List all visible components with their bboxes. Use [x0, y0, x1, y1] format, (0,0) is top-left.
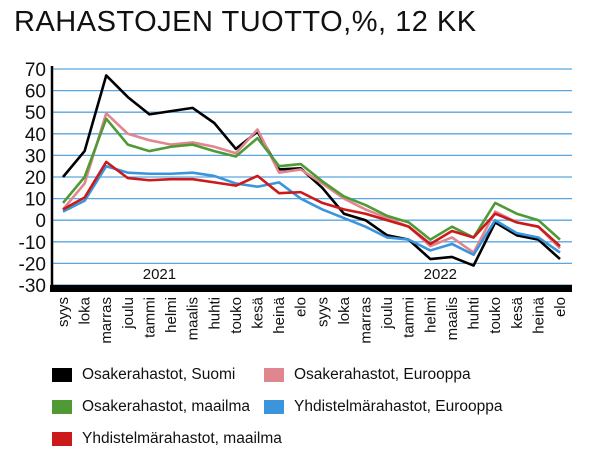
- x-tick-label: heinä: [271, 296, 288, 333]
- legend-swatch: [52, 432, 72, 446]
- y-tick-label: 50: [25, 103, 46, 124]
- y-tick-label: -30: [19, 276, 46, 297]
- x-tick-label: helmi: [163, 297, 180, 333]
- legend-label: Yhdistelmärahastot, maailma: [82, 430, 282, 447]
- y-tick-label: 40: [25, 125, 46, 146]
- x-tick-label: maalis: [185, 297, 202, 340]
- x-tick-label: marras: [358, 297, 375, 344]
- legend-item: Yhdistelmärahastot, maailma: [52, 430, 282, 448]
- x-tick-label: joulu: [120, 297, 137, 330]
- x-tick-label: loka: [77, 296, 94, 324]
- series-line-1: [62, 111, 561, 254]
- x-tick-label: syys: [55, 297, 72, 327]
- x-tick-label: touko: [228, 297, 245, 334]
- y-tick-label: 10: [25, 190, 46, 211]
- y-tick-label: 20: [25, 168, 46, 189]
- x-tick-label: elo: [552, 297, 569, 317]
- x-tick-label: loka: [336, 296, 353, 324]
- x-tick-label: helmi: [422, 297, 439, 333]
- x-tick-label: maalis: [444, 297, 461, 340]
- y-tick-label: 70: [25, 60, 46, 81]
- legend-swatch: [264, 368, 284, 382]
- y-tick-label: 60: [25, 82, 46, 103]
- x-tick-label: marras: [98, 297, 115, 344]
- y-tick-label: -20: [19, 254, 46, 275]
- x-tick-label: tammi: [401, 297, 418, 338]
- x-tick-label: joulu: [379, 297, 396, 330]
- legend-item: Osakerahastot, maailma: [52, 398, 250, 416]
- x-tick-label: elo: [293, 297, 310, 317]
- x-axis-bar: [50, 285, 572, 292]
- y-tick-label: 30: [25, 146, 46, 167]
- legend-swatch: [52, 400, 72, 414]
- legend-swatch: [52, 368, 72, 382]
- legend-item: Osakerahastot, Eurooppa: [264, 366, 471, 384]
- legend-label: Osakerahastot, Eurooppa: [294, 366, 471, 383]
- series-line-0: [62, 74, 561, 267]
- legend-item: Osakerahastot, Suomi: [52, 366, 235, 384]
- x-tick-label: huhti: [466, 297, 483, 330]
- year-label: 2021: [143, 266, 176, 283]
- series-line-4: [62, 160, 561, 248]
- chart-title: RAHASTOJEN TUOTTO,%, 12 KK: [14, 6, 477, 38]
- x-tick-label: touko: [487, 297, 504, 334]
- year-label: 2022: [424, 266, 457, 283]
- y-tick-label: 0: [35, 211, 46, 232]
- x-tick-label: kesä: [509, 296, 526, 328]
- x-tick-label: syys: [314, 297, 331, 327]
- x-tick-label: tammi: [141, 297, 158, 338]
- series-line-3: [62, 164, 561, 257]
- legend-swatch: [264, 400, 284, 414]
- legend-label: Osakerahastot, maailma: [82, 398, 250, 415]
- x-tick-label: heinä: [530, 296, 547, 333]
- legend-label: Yhdistelmärahastot, Eurooppa: [294, 398, 503, 415]
- x-tick-label: huhti: [206, 297, 223, 330]
- legend-item: Yhdistelmärahastot, Eurooppa: [264, 398, 503, 416]
- legend-label: Osakerahastot, Suomi: [82, 366, 236, 383]
- y-tick-label: -10: [19, 233, 46, 254]
- x-tick-label: kesä: [249, 296, 266, 328]
